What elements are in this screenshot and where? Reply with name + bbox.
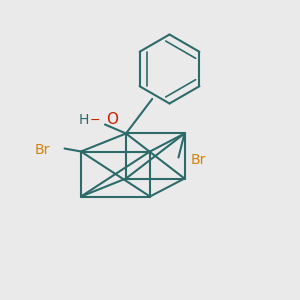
Text: Br: Br xyxy=(190,154,206,167)
Text: O: O xyxy=(106,112,119,128)
Text: Br: Br xyxy=(34,143,50,157)
Text: −: − xyxy=(90,113,101,127)
Text: H: H xyxy=(78,113,88,127)
